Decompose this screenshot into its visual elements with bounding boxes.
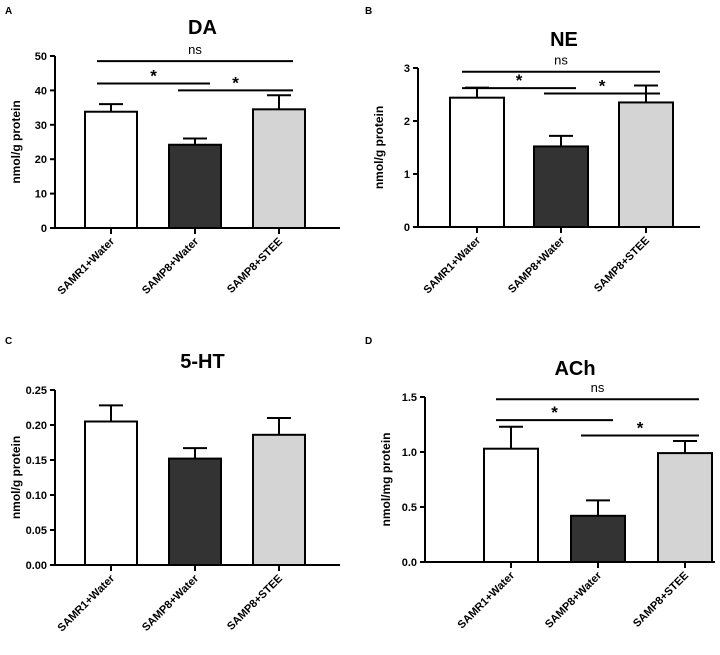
x-tick-label: SAMP8+Water <box>543 569 605 631</box>
y-tick-label: 3 <box>404 63 410 75</box>
x-tick-label: SAMP8+STEE <box>592 235 652 295</box>
chart-title: 5-HT <box>180 351 224 373</box>
x-tick-label: SAMP8+STEE <box>225 573 285 633</box>
bar <box>483 447 539 563</box>
y-axis-label: nmol/g protein <box>372 106 386 189</box>
bar <box>84 110 138 229</box>
y-tick-label: 2 <box>404 116 410 128</box>
x-tick-label: SAMP8+STEE <box>631 570 691 630</box>
y-tick-label: 20 <box>35 154 47 166</box>
chart-panel-D: D ACh nmol/mg protein 0.0 0.5 1.0 1.5 SAMR1+Wat… <box>365 336 715 631</box>
chart-panel-B: B NE nmol/g protein 0 1 2 3 SAMR1+Water SAMP8+Wa… <box>365 6 700 296</box>
bar <box>570 514 626 564</box>
significance-label: * <box>599 76 606 95</box>
x-tick-label: SAMP8+Water <box>506 234 568 296</box>
y-tick-label: 0.15 <box>26 455 47 467</box>
bar <box>449 96 505 229</box>
chart-panel-C: C 5-HT nmol/g protein 0.00 0.05 0.10 0.15 0.20 0… <box>5 336 340 634</box>
bar <box>657 452 713 563</box>
bar <box>533 145 589 228</box>
panel-label: D <box>365 336 372 347</box>
significance-label: * <box>232 73 239 92</box>
chart-panel-A: A DA nmol/g protein 0 10 20 30 40 50 SAMR1+Water S… <box>5 6 340 297</box>
y-tick-label: 0.10 <box>26 490 47 502</box>
y-tick-label: 0.5 <box>402 502 417 514</box>
significance-label: * <box>637 419 644 438</box>
y-tick-label: 0.05 <box>26 525 47 537</box>
x-tick-label: SAMR1+Water <box>56 235 118 297</box>
y-tick-label: 1.0 <box>402 447 417 459</box>
bar <box>168 143 222 229</box>
chart-title: DA <box>188 17 217 39</box>
chart-title: NE <box>550 29 578 51</box>
x-tick-label: SAMP8+STEE <box>225 236 285 296</box>
significance-label: * <box>516 71 523 90</box>
bar <box>168 457 222 567</box>
x-tick-label: SAMR1+Water <box>56 572 118 634</box>
y-tick-label: 50 <box>35 51 47 63</box>
x-tick-label: SAMP8+Water <box>140 235 202 297</box>
y-tick-label: 0 <box>41 223 47 235</box>
y-tick-label: 1 <box>404 169 410 181</box>
significance-label: * <box>150 67 157 86</box>
significance-label: ns <box>554 53 568 68</box>
panel-label: C <box>5 336 12 347</box>
y-axis-label: nmol/g protein <box>9 436 23 519</box>
y-tick-label: 40 <box>35 85 47 97</box>
x-tick-label: SAMR1+Water <box>422 234 484 296</box>
y-tick-label: 0 <box>404 222 410 234</box>
y-tick-label: 0.00 <box>26 560 47 572</box>
significance-label: * <box>551 403 558 422</box>
significance-label: ns <box>591 380 605 395</box>
panel-label: B <box>365 6 372 17</box>
x-tick-label: SAMP8+Water <box>140 572 202 634</box>
y-tick-label: 0.20 <box>26 420 47 432</box>
bar <box>252 108 306 229</box>
bar <box>618 101 674 228</box>
y-axis-label: nmol/mg protein <box>379 433 393 527</box>
y-tick-label: 30 <box>35 120 47 132</box>
y-tick-label: 0.25 <box>26 385 47 397</box>
x-tick-label: SAMR1+Water <box>456 569 518 631</box>
y-tick-label: 0.0 <box>402 557 417 569</box>
bar <box>84 420 138 566</box>
bar <box>252 433 306 566</box>
y-tick-label: 1.5 <box>402 392 417 404</box>
y-axis-label: nmol/g protein <box>9 100 23 183</box>
y-tick-label: 10 <box>35 189 47 201</box>
panel-label: A <box>5 6 12 17</box>
chart-title: ACh <box>554 358 595 380</box>
significance-label: ns <box>188 42 202 57</box>
